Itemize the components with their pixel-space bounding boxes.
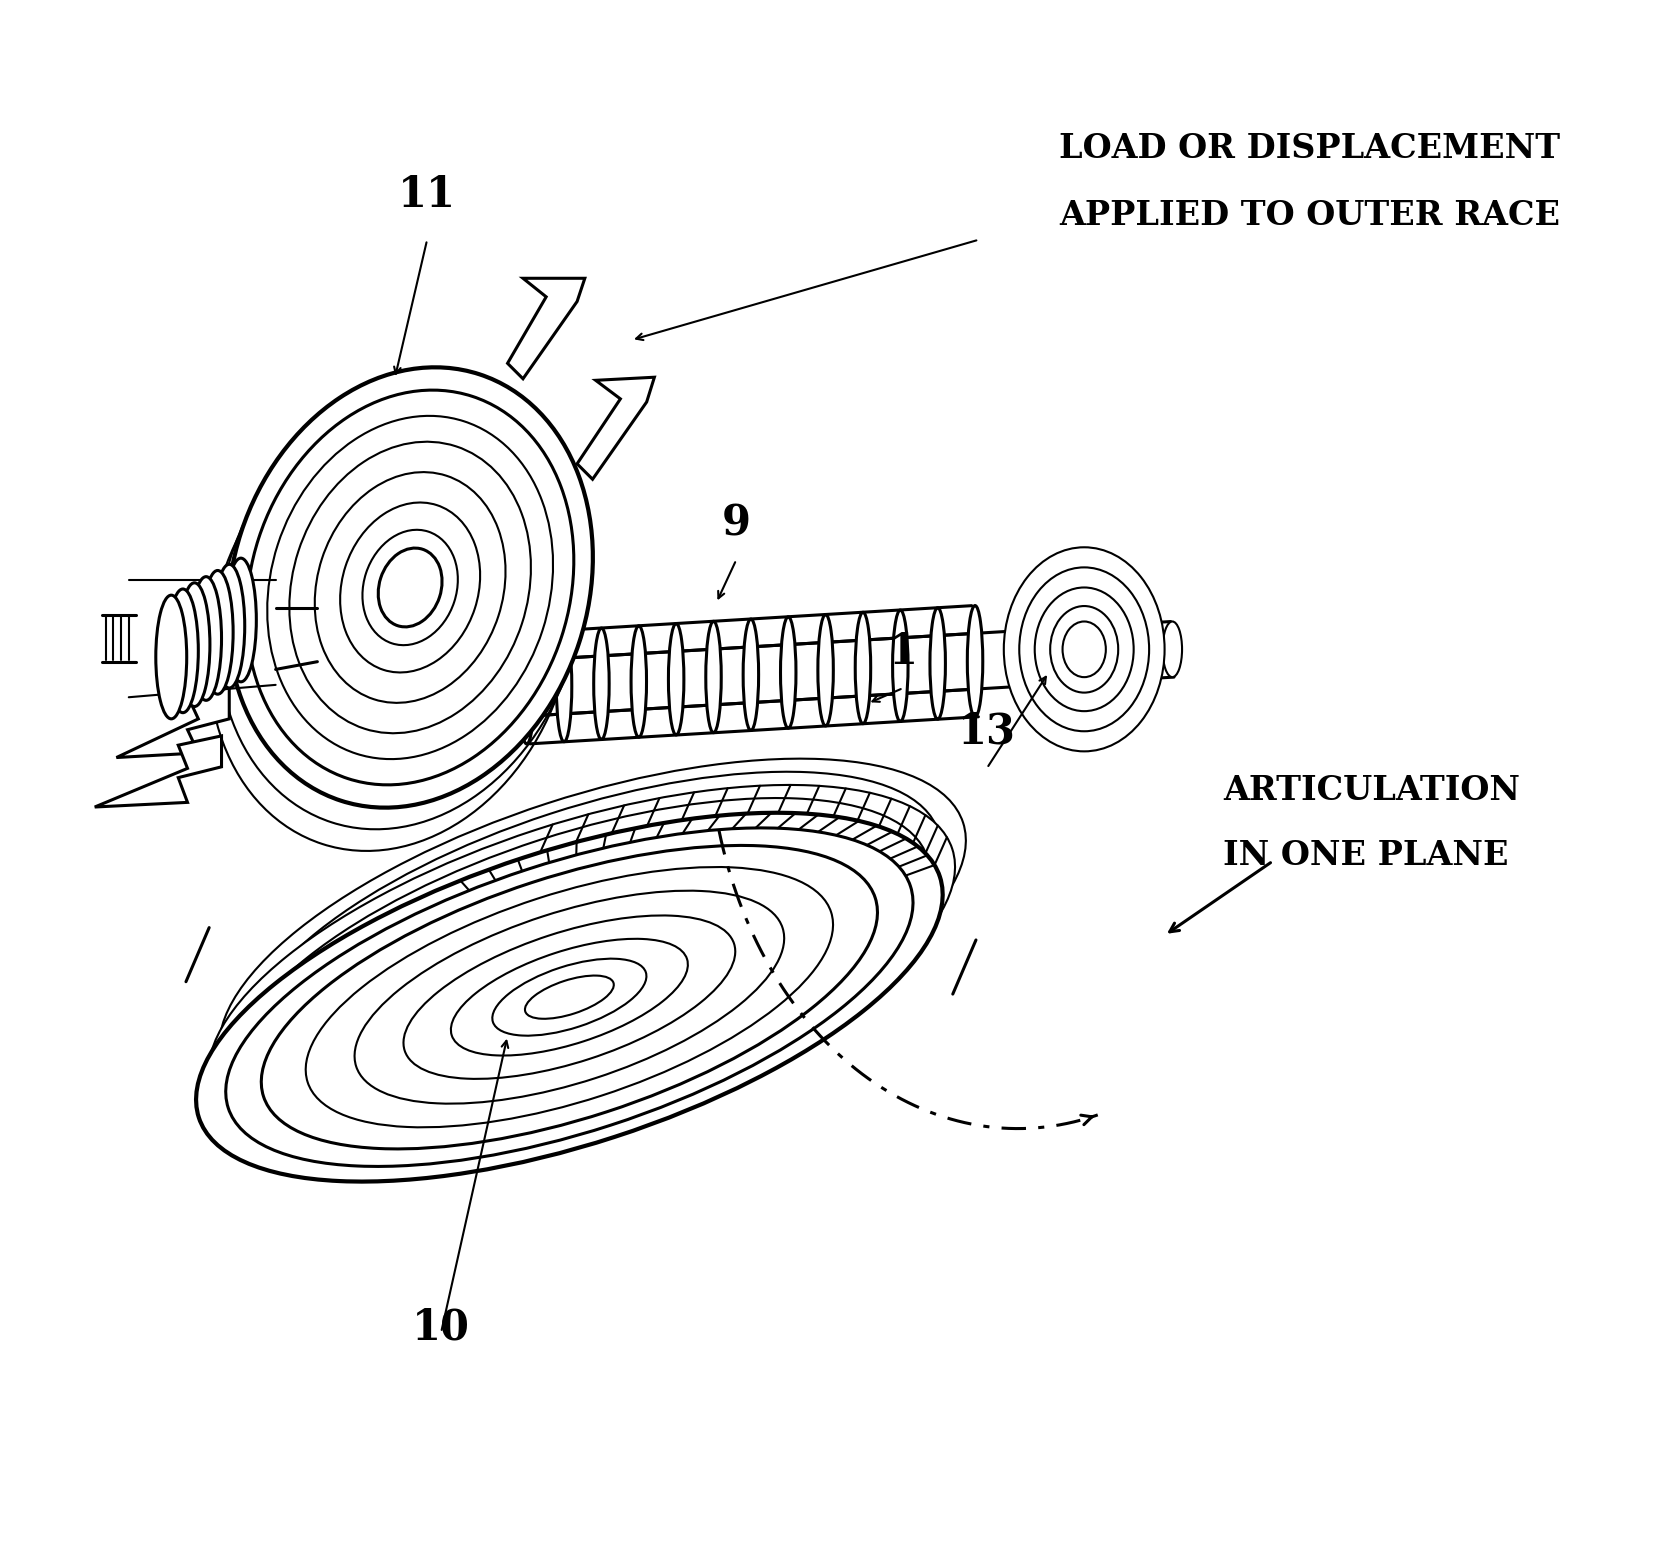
Ellipse shape — [208, 785, 954, 1153]
Ellipse shape — [781, 617, 796, 728]
Polygon shape — [578, 377, 655, 479]
Text: 11: 11 — [398, 175, 457, 216]
Ellipse shape — [492, 959, 647, 1036]
Ellipse shape — [156, 595, 186, 719]
Ellipse shape — [632, 626, 647, 737]
Ellipse shape — [931, 608, 946, 719]
Ellipse shape — [220, 759, 966, 1127]
Ellipse shape — [1005, 547, 1164, 751]
Text: 9: 9 — [722, 502, 751, 544]
Ellipse shape — [339, 502, 480, 673]
Ellipse shape — [227, 368, 593, 807]
Text: IN ONE PLANE: IN ONE PLANE — [1223, 839, 1509, 872]
Ellipse shape — [892, 611, 909, 722]
Polygon shape — [507, 278, 585, 379]
Text: LOAD OR DISPLACEMENT: LOAD OR DISPLACEMENT — [1060, 133, 1561, 165]
Ellipse shape — [225, 829, 912, 1166]
Ellipse shape — [524, 976, 613, 1019]
Ellipse shape — [1020, 567, 1149, 731]
Ellipse shape — [247, 390, 575, 785]
Ellipse shape — [289, 442, 531, 733]
Ellipse shape — [1050, 606, 1119, 693]
Ellipse shape — [262, 846, 877, 1149]
Ellipse shape — [225, 558, 257, 682]
Ellipse shape — [743, 618, 759, 730]
Ellipse shape — [190, 577, 222, 700]
Ellipse shape — [180, 583, 210, 707]
Text: 10: 10 — [412, 1306, 470, 1348]
Text: APPLIED TO OUTER RACE: APPLIED TO OUTER RACE — [1060, 199, 1561, 232]
Polygon shape — [116, 688, 228, 758]
Ellipse shape — [168, 589, 198, 713]
Ellipse shape — [855, 612, 870, 724]
Ellipse shape — [519, 632, 534, 744]
Ellipse shape — [197, 813, 942, 1181]
Text: 13: 13 — [958, 711, 1016, 753]
Ellipse shape — [1062, 621, 1105, 677]
Ellipse shape — [669, 623, 684, 734]
Ellipse shape — [363, 530, 459, 645]
Ellipse shape — [213, 564, 245, 688]
Ellipse shape — [450, 938, 687, 1056]
Ellipse shape — [1163, 621, 1183, 677]
Ellipse shape — [818, 615, 833, 727]
Ellipse shape — [556, 631, 571, 742]
Ellipse shape — [267, 416, 553, 759]
Polygon shape — [94, 736, 222, 807]
Ellipse shape — [593, 628, 610, 739]
Ellipse shape — [202, 570, 234, 694]
Ellipse shape — [403, 915, 736, 1079]
Ellipse shape — [968, 606, 983, 717]
Ellipse shape — [314, 472, 506, 703]
Polygon shape — [274, 621, 1174, 731]
Ellipse shape — [706, 621, 721, 733]
Ellipse shape — [306, 867, 833, 1127]
Ellipse shape — [1035, 587, 1134, 711]
Text: ARTICULATION: ARTICULATION — [1223, 775, 1520, 807]
Text: 1: 1 — [889, 631, 917, 673]
Ellipse shape — [378, 549, 442, 626]
Ellipse shape — [354, 890, 785, 1104]
Ellipse shape — [265, 676, 286, 731]
